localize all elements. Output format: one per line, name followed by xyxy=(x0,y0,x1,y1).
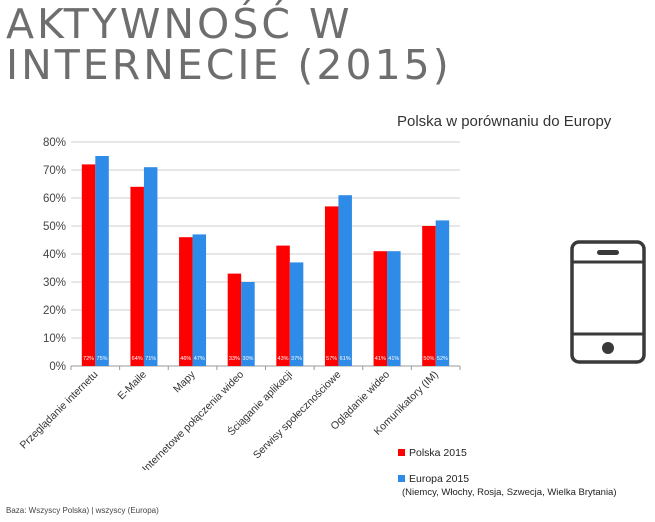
bar-polska xyxy=(422,226,436,366)
data-label: 64% xyxy=(132,356,143,362)
legend-label-polska: Polska 2015 xyxy=(409,447,467,459)
data-label: 47% xyxy=(194,356,205,362)
legend-label-europa: Europa 2015 xyxy=(409,473,470,485)
data-label: 41% xyxy=(375,356,386,362)
data-label: 72% xyxy=(83,356,94,362)
legend-item-europa: Europa 2015 xyxy=(398,473,469,485)
legend-swatch-europa xyxy=(398,475,405,482)
y-tick-label: 60% xyxy=(43,193,66,205)
chart-title: Polska w porównaniu do Europy xyxy=(397,113,612,130)
y-tick-label: 70% xyxy=(43,165,66,177)
data-label: 75% xyxy=(97,356,108,362)
smartphone-icon xyxy=(570,240,646,364)
x-tick-label: Serwisy społecznościowe xyxy=(251,369,344,462)
title-line-1: AKTYWNOŚĆ W xyxy=(6,0,353,48)
data-label: 37% xyxy=(291,356,302,362)
y-tick-label: 30% xyxy=(43,277,66,289)
y-tick-label: 50% xyxy=(43,221,66,233)
bar-europa xyxy=(95,156,109,366)
bar-europa xyxy=(289,262,304,366)
x-tick-label: Przeglądanie internetu xyxy=(18,369,101,452)
x-tick-label: Internetowe połączenia wideo xyxy=(140,369,246,470)
bar-europa xyxy=(241,282,255,366)
legend-item-polska: Polska 2015 xyxy=(398,447,467,459)
data-label: 43% xyxy=(278,356,289,362)
y-tick-label: 0% xyxy=(49,361,66,373)
data-label: 61% xyxy=(340,356,351,362)
bar-polska xyxy=(179,237,193,366)
y-tick-label: 10% xyxy=(43,333,66,345)
bar-europa xyxy=(435,220,450,366)
bar-polska xyxy=(81,164,96,366)
legend-note: (Niemcy, Włochy, Rosja, Szwecja, Wielka … xyxy=(402,487,617,498)
y-tick-label: 20% xyxy=(43,305,66,317)
x-tick-label: E-Maile xyxy=(115,369,149,403)
bar-polska xyxy=(373,251,388,366)
data-label: 41% xyxy=(388,356,399,362)
footnote: Baza: Wszyscy Polska) | wszyscy (Europa) xyxy=(6,506,159,515)
data-label: 46% xyxy=(180,356,191,362)
bar-europa xyxy=(338,195,352,366)
bar-polska xyxy=(227,273,242,366)
data-label: 33% xyxy=(229,356,240,362)
y-tick-label: 40% xyxy=(43,249,66,261)
data-label: 30% xyxy=(242,356,253,362)
bar-polska xyxy=(276,245,290,366)
y-tick-label: 80% xyxy=(43,137,66,149)
bar-europa xyxy=(192,234,207,366)
bar-polska xyxy=(324,206,339,366)
data-label: 52% xyxy=(437,356,448,362)
bar-polska xyxy=(130,186,144,366)
bar-europa xyxy=(143,167,158,366)
page-title: AKTYWNOŚĆ W INTERNECIE (2015) xyxy=(6,4,452,86)
bar-europa xyxy=(387,251,401,366)
title-line-2: INTERNECIE (2015) xyxy=(6,41,452,89)
data-label: 57% xyxy=(326,356,337,362)
bar-chart: 0% 10% 20% 30% 40% 50% 60% 70% 80% 72% 75% Przegląd… xyxy=(18,137,461,470)
data-label: 71% xyxy=(145,356,156,362)
x-tick-label: Mapy xyxy=(171,368,198,395)
legend-swatch-polska xyxy=(398,449,405,456)
data-label: 50% xyxy=(423,356,434,362)
